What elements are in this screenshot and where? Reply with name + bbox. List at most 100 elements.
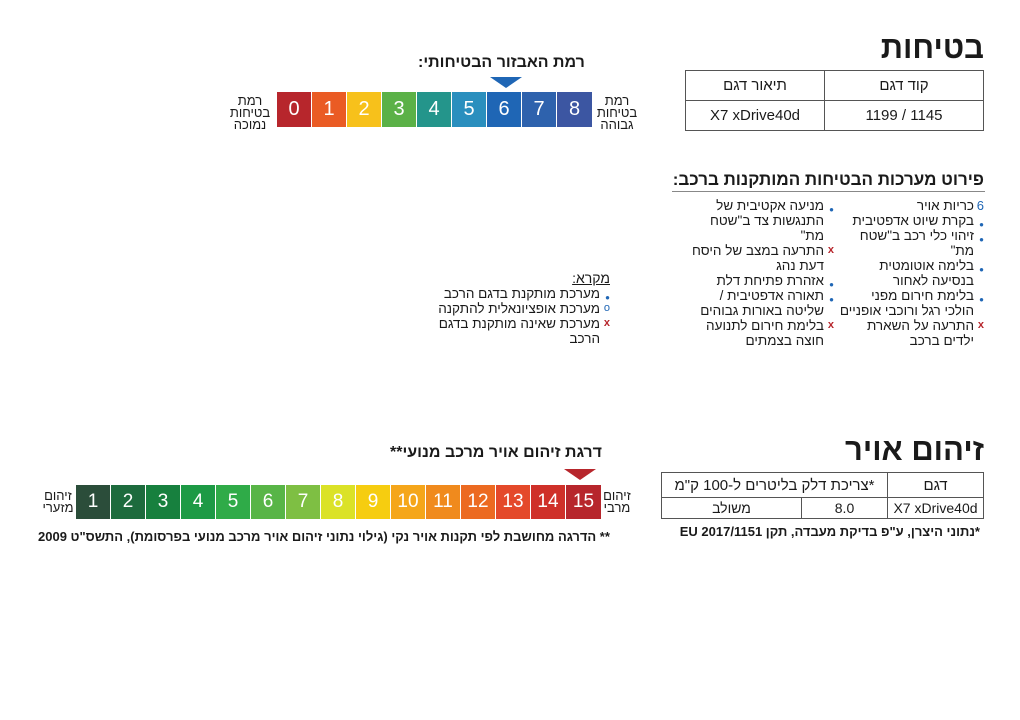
pollution-cell-9: 9 <box>356 485 391 519</box>
list-item: o מערכת אופציונאלית להתקנה <box>410 301 610 316</box>
safety-high-text: רמת בטיחות גבוהה <box>596 93 638 132</box>
systems-divider <box>672 191 985 192</box>
safety-cell-3: 3 <box>382 92 417 127</box>
list-item-text: כריות אויר <box>916 198 974 213</box>
fuel-type: משולב <box>661 497 802 519</box>
table-header-row: דגם *צריכת דלק בליטרים ל-100 ק"מ <box>661 472 984 498</box>
list-item: x בלימת חירום לתנועה חוצה בצמתים <box>689 318 834 348</box>
safety-low-text: רמת בטיחות נמוכה <box>229 93 271 132</box>
list-item: ● מערכת מותקנת בדגם הרכב <box>410 286 610 302</box>
pollution-cell-2: 2 <box>111 485 146 519</box>
fuel-table: דגם *צריכת דלק בליטרים ל-100 ק"מ X7 xDri… <box>661 472 984 519</box>
list-item-text: מערכת שאינה מותקנת בדגם הרכב <box>438 316 600 346</box>
installed-dot-icon: ● <box>605 293 610 302</box>
pollution-high-text: זיהום מרבי <box>603 488 631 515</box>
pollution-cell-4: 4 <box>181 485 216 519</box>
pollution-note: ** הדרגה מחושבת לפי תקנות אויר נקי (גילו… <box>38 529 610 544</box>
safety-cell-4: 4 <box>417 92 452 127</box>
list-item: ● בלימת חירום מפני הולכי רגל ורוכבי אופני… <box>839 288 984 318</box>
list-item-text: תאורה אדפטיבית / שליטה באורות גבוהים <box>700 288 824 318</box>
list-item: ● זיהוי כלי רכב ב"שטח מת" <box>839 228 984 258</box>
safety-scale-title: רמת האבזור הבטיחותי: <box>418 54 585 71</box>
model-code-value: 1145 / 1199 <box>824 100 984 131</box>
pollution-cell-12: 12 <box>461 485 496 519</box>
pollution-scale: 1 2 3 4 5 6 7 8 9 10 11 12 13 14 15 <box>76 485 601 519</box>
not-installed-x-icon: x <box>827 244 834 256</box>
pollution-cell-7: 7 <box>286 485 321 519</box>
pollution-cell-8: 8 <box>321 485 356 519</box>
safety-title: בטיחות <box>880 30 984 65</box>
airbag-count: 6 <box>976 198 984 213</box>
list-item-text: בלימת חירום מפני הולכי רגל ורוכבי אופניי… <box>839 288 974 318</box>
pollution-title: זיהום אויר <box>844 432 984 467</box>
installed-dot-icon: ● <box>979 235 984 244</box>
safety-low-label: רמת בטיחות נמוכה <box>226 93 274 132</box>
safety-cell-7: 7 <box>522 92 557 127</box>
not-installed-x-icon: x <box>603 317 610 329</box>
list-item: x מערכת שאינה מותקנת בדגם הרכב <box>410 316 610 346</box>
systems-list-left: ● מניעה אקטיבית של התנגשות צד ב"שטח מת" x ה… <box>689 198 834 348</box>
installed-dot-icon: ● <box>979 265 984 274</box>
optional-circle-icon: o <box>603 302 610 314</box>
pollution-cell-5: 5 <box>216 485 251 519</box>
table-row: 1145 / 1199 X7 xDrive40d <box>685 100 984 131</box>
installed-dot-icon: ● <box>829 295 834 304</box>
safety-cell-6: 6 <box>487 92 522 127</box>
pollution-low-label: זיהום מזערי <box>40 488 76 515</box>
safety-cell-0: 0 <box>277 92 312 127</box>
fuel-model-header: דגם <box>887 472 984 498</box>
pollution-high-label: זיהום מרבי <box>599 488 635 515</box>
model-desc-header: תיאור דגם <box>685 70 825 101</box>
list-item: ● תאורה אדפטיבית / שליטה באורות גבוהים <box>689 288 834 318</box>
model-desc-value: X7 xDrive40d <box>685 100 825 131</box>
pollution-cell-10: 10 <box>391 485 426 519</box>
list-item-text: בקרת שיוט אדפטיבית <box>852 213 974 228</box>
pollution-low-text: זיהום מזערי <box>42 488 74 515</box>
list-item-text: מניעה אקטיבית של התנגשות צד ב"שטח מת" <box>709 198 824 243</box>
list-item: ● אזהרת פתיחת דלת <box>689 273 834 289</box>
installed-dot-icon: ● <box>829 280 834 289</box>
systems-list-right: 6 כריות אויר ● בקרת שיוט אדפטיבית ● זיהוי כלי… <box>839 198 984 348</box>
safety-high-label: רמת בטיחות גבוהה <box>594 93 640 132</box>
list-item-text: בלימת חירום לתנועה חוצה בצמתים <box>706 318 824 348</box>
model-table: קוד דגם תיאור דגם 1145 / 1199 X7 xDrive4… <box>685 70 984 131</box>
pollution-cell-3: 3 <box>146 485 181 519</box>
fuel-model-value: X7 xDrive40d <box>887 497 984 519</box>
table-row: X7 xDrive40d 8.0 משולב <box>661 497 984 519</box>
legend: מקרא: ● מערכת מותקנת בדגם הרכב o מערכת אופצ… <box>410 270 610 346</box>
pollution-cell-15: 15 <box>566 485 601 519</box>
not-installed-x-icon: x <box>977 319 984 331</box>
safety-cell-2: 2 <box>347 92 382 127</box>
legend-title: מקרא: <box>572 270 610 286</box>
safety-indicator-arrow <box>490 77 522 88</box>
pollution-cell-11: 11 <box>426 485 461 519</box>
safety-cell-8: 8 <box>557 92 592 127</box>
list-item: ● בלימה אוטומטית בנסיעה לאחור <box>839 258 984 288</box>
not-installed-x-icon: x <box>827 319 834 331</box>
safety-cell-5: 5 <box>452 92 487 127</box>
legend-list: ● מערכת מותקנת בדגם הרכב o מערכת אופציונאלי… <box>410 286 610 346</box>
list-item: ● בקרת שיוט אדפטיבית <box>839 213 984 229</box>
list-item-text: מערכת מותקנת בדגם הרכב <box>443 286 600 301</box>
list-item: ● מניעה אקטיבית של התנגשות צד ב"שטח מת" <box>689 198 834 243</box>
installed-dot-icon: ● <box>979 220 984 229</box>
fuel-value: 8.0 <box>801 497 888 519</box>
model-code-header: קוד דגם <box>824 70 984 101</box>
list-item: 6 כריות אויר <box>839 198 984 213</box>
pollution-scale-title: דרגת זיהום אויר מרכב מנועי** <box>390 444 602 461</box>
pollution-cell-13: 13 <box>496 485 531 519</box>
list-item-text: זיהוי כלי רכב ב"שטח מת" <box>859 228 974 258</box>
pollution-indicator-arrow <box>564 469 596 480</box>
list-item: x התרעה במצב של היסח דעת נהג <box>689 243 834 273</box>
fuel-consumption-header: *צריכת דלק בליטרים ל-100 ק"מ <box>661 472 888 498</box>
list-item-text: בלימה אוטומטית בנסיעה לאחור <box>879 258 974 288</box>
list-item-text: התרעה במצב של היסח דעת נהג <box>692 243 824 273</box>
table-header-row: קוד דגם תיאור דגם <box>685 70 984 101</box>
installed-dot-icon: ● <box>829 205 834 214</box>
pollution-cell-14: 14 <box>531 485 566 519</box>
list-item-text: אזהרת פתיחת דלת <box>716 273 824 288</box>
list-item: x התרעה על השארת ילדים ברכב <box>839 318 984 348</box>
fuel-footnote: *נתוני היצרן, ע"פ בדיקת מעבדה, תקן EU 20… <box>679 524 980 539</box>
safety-cell-1: 1 <box>312 92 347 127</box>
